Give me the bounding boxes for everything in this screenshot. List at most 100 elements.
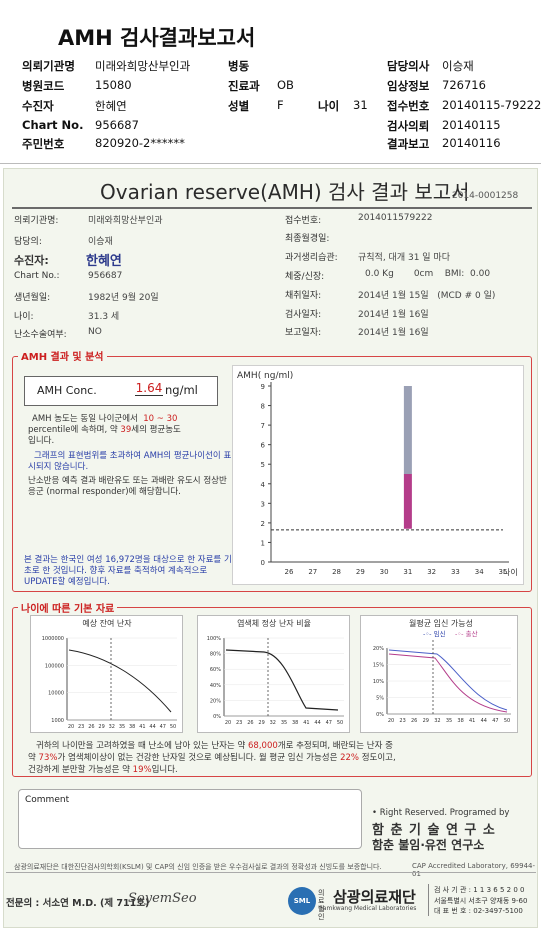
info-value: NO — [88, 327, 102, 337]
mini-chart-title: 예상 잔여 난자 — [82, 618, 132, 628]
mini-x-tick-label: 35 — [281, 720, 287, 726]
amh-interpretation: AMH 농도는 동일 나이군에서 10 ~ 30 percentile에 속하며… — [28, 414, 181, 446]
amh-chart-ylabel: AMH( ng/ml) — [237, 371, 293, 381]
mini-x-tick-label: 35 — [119, 724, 125, 730]
hdr-value: 한혜연 — [95, 99, 127, 113]
amh-x-tick-label: 28 — [332, 568, 341, 576]
hdr-value: F — [277, 98, 284, 112]
amh-x-axis-label: 나이 — [503, 567, 518, 577]
lab-name-2: 함춘 불임·유전 연구소 — [372, 838, 485, 852]
normal-eggs-frame: 염색체 정상 난자 비율 20 23 26 29 32 35 38 41 44 47 50 100% 80… — [197, 615, 350, 733]
info-label: 최종월경일: — [285, 234, 330, 244]
amh-disclaimer: 본 결과는 한국인 여성 16,972명을 대상으로 한 자료를 기초로 한 것… — [24, 555, 232, 587]
hdr-value: 이승재 — [442, 59, 474, 73]
hdr-value: 20140116 — [442, 136, 501, 150]
mini-x-tick-label: 32 — [434, 718, 440, 724]
basic-section-label: 나이에 따른 기본 자료 — [18, 600, 118, 615]
amh-section-box — [12, 356, 532, 592]
mini-chart-title: 월평균 임신 가능성 — [409, 618, 473, 628]
brand-prefix: 의료법인 — [318, 889, 325, 921]
mini-x-tick-label: 50 — [337, 720, 343, 726]
mini-x-tick-label: 41 — [139, 724, 145, 730]
mini2-curve — [225, 649, 339, 711]
amh-conc-box: AMH Conc. 1.64 ng/ml — [24, 376, 218, 406]
info-label: Chart No.: — [14, 271, 60, 281]
mini-x-tick-label: 20 — [68, 724, 74, 730]
mini-x-tick-label: 32 — [270, 720, 276, 726]
amh-x-tick-label: 34 — [475, 568, 484, 576]
hdr-value: 20140115 — [442, 118, 501, 132]
amh-conc-label: AMH Conc. — [37, 384, 97, 397]
amh-x-tick-label: 27 — [308, 568, 317, 576]
mini3-pregnancy-line — [388, 649, 508, 711]
hdr-label: 접수번호 — [387, 99, 430, 113]
hdr-value: 15080 — [95, 78, 132, 92]
info-label: 검사일자: — [285, 310, 322, 320]
amh-y-tick-label: 4 — [261, 481, 266, 489]
report-number: 2014-0001258 — [452, 191, 519, 201]
mini-x-tick-label: 47 — [492, 718, 498, 724]
amh-chart-frame: AMH( ng/ml) 0 1 2 3 4 5 6 7 8 9 26 27 28 29 30 31 32 33 34 3… — [232, 365, 524, 585]
mini-y-tick-label: 10000 — [48, 691, 64, 697]
info-label: 담당의: — [14, 237, 42, 247]
hdr-label: 주민번호 — [22, 137, 65, 151]
hdr-label: Chart No. — [22, 118, 84, 132]
mini-y-tick-label: 5% — [376, 696, 384, 702]
info-label: 보고일자: — [285, 328, 322, 338]
mini-y-tick-label: 20% — [373, 646, 384, 652]
cap-number: CAP Accredited Laboratory, 69944-01 — [412, 862, 535, 878]
mini-y-tick-label: 100% — [207, 636, 222, 642]
info-label: 체중/신장: — [285, 272, 325, 282]
mini-x-tick-label: 44 — [314, 720, 320, 726]
footer-divider — [6, 872, 536, 873]
mini-x-tick-label: 26 — [247, 720, 253, 726]
amh-y-tick-label: 3 — [261, 500, 265, 508]
mini-y-tick-label: 0% — [376, 712, 384, 718]
comment-label: Comment — [25, 795, 70, 805]
mini-x-tick-label: 23 — [78, 724, 84, 730]
amh-conc-unit: ng/ml — [165, 383, 198, 397]
amh-y-tick-label: 5 — [261, 461, 265, 469]
info-label: 수진자: — [14, 254, 49, 267]
amh-y-tick-label: 8 — [261, 403, 265, 411]
basic-section-box — [12, 607, 532, 777]
patient-name: 한혜연 — [86, 254, 122, 269]
hdr-label: 나이 — [318, 99, 340, 113]
info-value: 956687 — [88, 271, 123, 281]
info-label: 난소수술여부: — [14, 330, 67, 340]
hdr-value: 726716 — [442, 78, 486, 92]
mini1-curve — [68, 649, 172, 713]
amh-y-tick-label: 6 — [261, 442, 266, 450]
divider — [0, 163, 541, 164]
amh-range-upper — [403, 386, 412, 474]
hdr-value: 미래와희망산부인과 — [95, 59, 191, 73]
hdr-value: 956687 — [95, 118, 139, 132]
info-value: 31.3 세 — [88, 312, 120, 322]
basic-summary: 귀하의 나이만을 고려하였을 때 난소에 남아 있는 난자는 약 68,000개… — [28, 741, 396, 775]
info-value: 2014년 1월 16일 — [358, 310, 429, 320]
amh-y-tick-label: 1 — [261, 539, 265, 547]
amh-x-tick-label: 35 — [499, 568, 508, 576]
mini-x-tick-label: 44 — [149, 724, 155, 730]
mini-y-tick-label: 60% — [210, 667, 221, 673]
hdr-label: 담당의사 — [387, 59, 430, 73]
mini-y-tick-label: 20% — [210, 698, 221, 704]
info-label: 과거생리습관: — [285, 253, 338, 263]
certification-note: 삼광의료재단은 대한진단검사의학회(KSLM) 및 CAP의 신임 인증을 받은… — [14, 863, 382, 871]
pregnancy-chart: 월평균 임신 가능성 20 23 26 29 32 35 38 41 44 47 50 20% 15% 10… — [373, 618, 511, 724]
lab-phone: 대 표 번 호 : 02-3497-5100 — [434, 907, 523, 915]
amh-x-tick-label: 31 — [403, 568, 412, 576]
amh-x-tick-label: 32 — [427, 568, 436, 576]
pregnancy-frame: 월평균 임신 가능성 20 23 26 29 32 35 38 41 44 47 50 20% 15% 10… — [360, 615, 518, 733]
info-label: 채취일자: — [285, 291, 322, 301]
amh-x-tick-label: 33 — [451, 568, 460, 576]
mini-y-tick-label: 10% — [373, 679, 384, 685]
mini-y-tick-label: 40% — [210, 683, 221, 689]
mini-x-tick-label: 32 — [109, 724, 115, 730]
mini-y-tick-label: 100000 — [45, 663, 64, 669]
hdr-label: 임상정보 — [387, 79, 430, 93]
info-value: 2014년 1월 15일 (MCD # 0 일) — [358, 291, 496, 301]
hdr-value: OB — [277, 78, 294, 92]
mini-x-tick-label: 20 — [388, 718, 394, 724]
mini-x-tick-label: 47 — [160, 724, 166, 730]
